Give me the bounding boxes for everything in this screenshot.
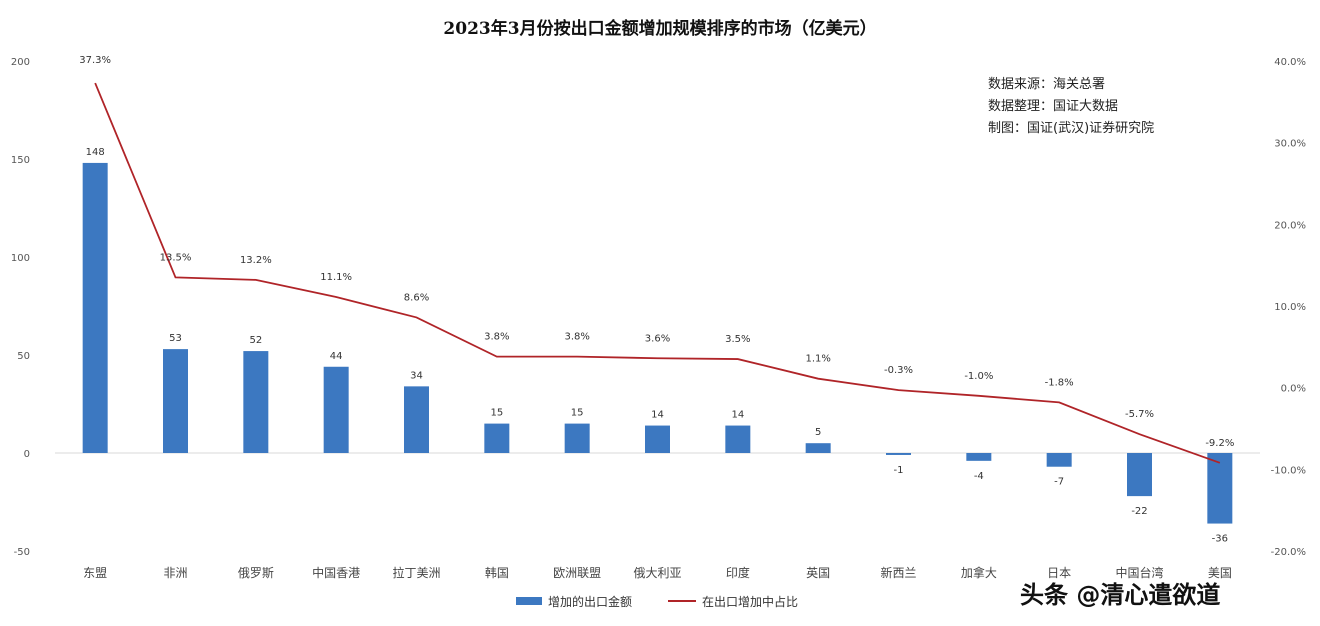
bar xyxy=(404,386,429,453)
bar-value-label: 34 xyxy=(410,370,423,381)
right-tick-label: 30.0% xyxy=(1274,139,1306,150)
category-label: 中国香港 xyxy=(312,565,360,580)
source-line-2: 数据整理：国证大数据 xyxy=(988,99,1118,114)
left-tick-label: 200 xyxy=(11,57,30,68)
bar xyxy=(645,425,670,453)
line-value-label: 37.3% xyxy=(79,55,111,66)
line-value-label: -1.8% xyxy=(1045,377,1074,388)
bar-value-label: 15 xyxy=(490,408,503,419)
category-label: 英国 xyxy=(806,566,830,580)
legend-line-label: 在出口增加中占比 xyxy=(702,594,798,609)
right-tick-label: 20.0% xyxy=(1274,220,1306,231)
right-tick-label: 0.0% xyxy=(1281,384,1306,395)
category-label: 俄大利亚 xyxy=(633,566,681,580)
left-tick-label: -50 xyxy=(14,547,30,558)
bar-value-label: 44 xyxy=(330,351,343,362)
bar-value-label: 14 xyxy=(731,410,744,421)
category-label: 欧洲联盟 xyxy=(553,566,601,580)
category-label: 加拿大 xyxy=(961,565,997,580)
category-label: 印度 xyxy=(726,565,750,580)
bars-series: 148 53 52 44 34 15 15 14 14 5 -1 -4 -7 -22 -36 xyxy=(82,147,1233,545)
bar-value-label: 53 xyxy=(169,333,182,344)
category-label: 中国台湾 xyxy=(1115,565,1163,580)
bar xyxy=(966,453,992,461)
right-tick-label: -10.0% xyxy=(1271,465,1306,476)
legend: 增加的出口金额 在出口增加中占比 xyxy=(516,594,798,609)
bar-value-label: -22 xyxy=(1131,506,1147,517)
bar xyxy=(725,425,751,453)
bar xyxy=(163,349,188,453)
left-tick-label: 150 xyxy=(11,155,30,166)
bar xyxy=(1127,453,1152,497)
bar-value-label: -7 xyxy=(1054,477,1064,488)
bar xyxy=(886,453,911,455)
bar-value-label: 52 xyxy=(249,335,262,346)
bar-value-label: -1 xyxy=(894,465,904,476)
category-label: 新西兰 xyxy=(880,565,916,580)
category-label: 韩国 xyxy=(485,565,509,580)
line-value-label: 8.6% xyxy=(404,292,429,303)
left-tick-label: 100 xyxy=(11,253,30,264)
bar-value-label: 148 xyxy=(86,147,105,158)
line-value-label: -0.3% xyxy=(884,365,913,376)
category-label: 东盟 xyxy=(83,566,107,580)
line-value-label: 3.8% xyxy=(484,332,509,343)
left-tick-label: 0 xyxy=(24,449,30,460)
category-label: 非洲 xyxy=(163,566,187,580)
category-label: 日本 xyxy=(1047,566,1071,580)
line-value-label: 11.1% xyxy=(320,272,352,283)
bar xyxy=(1046,453,1072,467)
chart-title: 2023年3月份按出口金额增加规模排序的市场（亿美元） xyxy=(443,18,876,39)
bar-value-label: 14 xyxy=(651,410,664,421)
line-value-label: 3.6% xyxy=(645,333,670,344)
bar xyxy=(243,351,269,453)
watermark: 头条 @清心遣欲道 xyxy=(1020,581,1220,609)
source-note: 数据来源：海关总署 数据整理：国证大数据 制图：国证(武汉)证券研究院 xyxy=(988,77,1154,136)
bar xyxy=(805,443,831,453)
line-value-label: 13.5% xyxy=(160,252,192,263)
bar xyxy=(1207,453,1233,524)
right-tick-label: 10.0% xyxy=(1274,302,1306,313)
legend-bar-label: 增加的出口金额 xyxy=(548,594,632,609)
line-value-label: -5.7% xyxy=(1125,409,1154,420)
bar-value-label: -36 xyxy=(1212,534,1228,545)
bar xyxy=(82,162,108,454)
axes: 200 150 100 50 0 -50 40.0% 30.0% 20.0% 10.0% 0.0% -… xyxy=(11,57,1306,580)
bar xyxy=(484,423,510,453)
right-tick-label: 40.0% xyxy=(1274,57,1306,68)
legend-bar-swatch xyxy=(516,597,542,605)
line-value-label: 1.1% xyxy=(805,354,830,365)
line-value-label: 13.2% xyxy=(240,255,272,266)
bar-value-label: -4 xyxy=(974,471,984,482)
category-label: 美国 xyxy=(1208,566,1232,580)
line-series: 37.3% 13.5% 13.2% 11.1% 8.6% 3.8% 3.8% 3.6% 3.5%… xyxy=(79,55,1234,464)
bar xyxy=(564,423,590,453)
bar xyxy=(323,366,349,453)
left-tick-label: 50 xyxy=(17,351,30,362)
category-label: 拉丁美洲 xyxy=(392,565,440,580)
line-value-label: -1.0% xyxy=(964,371,993,382)
line-value-label: 3.5% xyxy=(725,334,750,345)
line-value-label: -9.2% xyxy=(1205,438,1234,449)
bar-value-label: 5 xyxy=(815,427,821,438)
bar-value-label: 15 xyxy=(571,408,584,419)
category-label: 俄罗斯 xyxy=(238,566,274,580)
share-line xyxy=(94,82,1221,464)
line-value-label: 3.8% xyxy=(564,332,589,343)
source-line-1: 数据来源：海关总署 xyxy=(988,77,1105,92)
source-line-3: 制图：国证(武汉)证券研究院 xyxy=(988,120,1154,136)
right-tick-label: -20.0% xyxy=(1271,547,1306,558)
